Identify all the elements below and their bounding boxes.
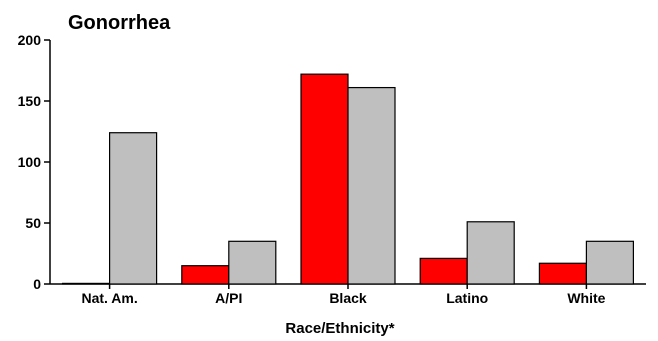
bar <box>347 86 396 285</box>
bar <box>419 257 468 285</box>
bar <box>61 282 111 285</box>
y-tick-label: 100 <box>18 154 42 170</box>
chart-title: Gonorrhea <box>68 12 171 34</box>
plot-area: 0 50 100 150 200 Nat. Am. A/PI Black Latino White <box>18 32 646 306</box>
x-tick-label: White <box>567 290 605 306</box>
bar <box>108 132 158 285</box>
bar <box>300 73 349 285</box>
bar <box>228 240 277 285</box>
bar <box>181 265 230 285</box>
y-tick-label: 0 <box>33 276 41 292</box>
y-tick-label: 200 <box>18 32 42 48</box>
x-tick-label: Black <box>329 290 367 306</box>
bar <box>466 221 515 285</box>
x-tick-label: Latino <box>446 290 488 306</box>
y-tick-label: 50 <box>25 215 41 231</box>
y-tick-label: 150 <box>18 93 42 109</box>
bar <box>585 240 635 285</box>
bar <box>538 262 588 285</box>
x-tick-label: A/PI <box>215 290 242 306</box>
x-tick-label: Nat. Am. <box>81 290 137 306</box>
x-axis-label: Race/Ethnicity* <box>285 320 394 337</box>
